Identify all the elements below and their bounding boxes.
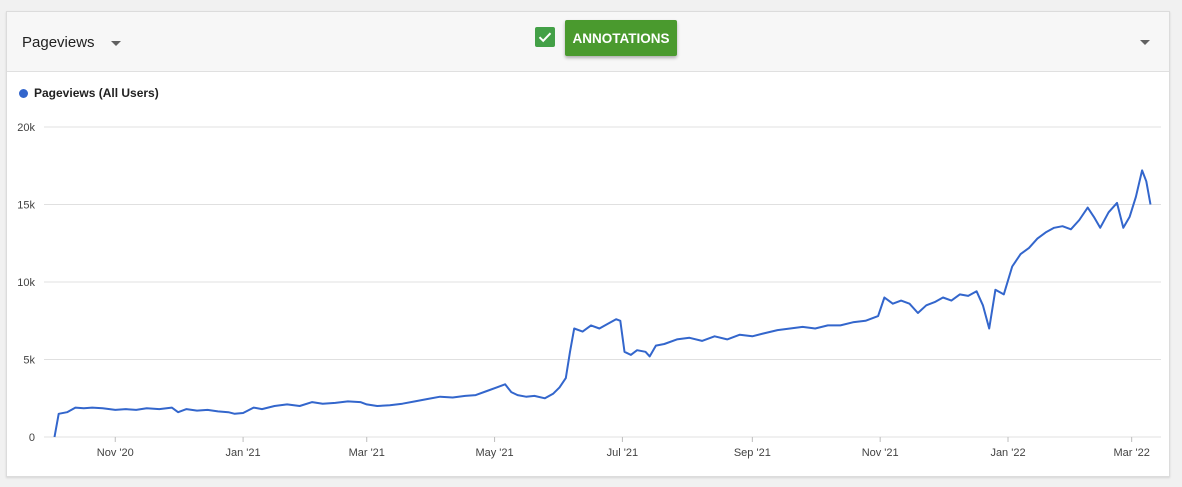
chart-options-chevron-icon[interactable] <box>1140 40 1150 45</box>
metric-selector[interactable]: Pageviews <box>22 31 121 53</box>
chart-toolbar: Pageviews ANNOTATIONS <box>7 12 1169 72</box>
x-tick-label: Sep '21 <box>734 447 771 459</box>
chevron-down-icon <box>110 40 121 46</box>
chart-card: Pageviews ANNOTATIONS Pageviews (All Use… <box>6 11 1170 477</box>
checkmark-icon <box>538 32 552 43</box>
y-tick-label: 15k <box>17 200 35 212</box>
x-tick-label: Mar '21 <box>349 447 385 459</box>
x-tick-label: Nov '21 <box>862 447 899 459</box>
annotations-button[interactable]: ANNOTATIONS <box>565 20 677 56</box>
x-tick-label: May '21 <box>475 447 513 459</box>
metric-label: Pageviews <box>22 33 95 51</box>
y-tick-label: 20k <box>17 122 35 134</box>
y-axis-ticks: 0 5k 10k 15k 20k <box>17 122 35 444</box>
x-tick-label: Nov '20 <box>97 447 134 459</box>
legend-label: Pageviews (All Users) <box>34 86 159 100</box>
grid-lines <box>44 126 1161 438</box>
x-axis-ticks: Nov '20 Jan '21 Mar '21 May '21 Jul '21 Sep '… <box>97 437 1150 459</box>
x-tick-label: Mar '22 <box>1113 447 1149 459</box>
chart-legend: Pageviews (All Users) <box>19 86 159 100</box>
x-tick-label: Jan '21 <box>226 447 261 459</box>
annotations-checkbox[interactable] <box>535 27 555 47</box>
y-tick-label: 0 <box>29 432 35 444</box>
y-tick-label: 10k <box>17 277 35 289</box>
series-line <box>53 169 1152 438</box>
legend-dot-icon <box>19 88 28 98</box>
x-tick-label: Jan '22 <box>990 447 1025 459</box>
series-layer <box>53 169 1152 438</box>
y-tick-label: 5k <box>23 355 35 367</box>
line-chart: 0 5k 10k 15k 20k Nov '20 Jan '21 Mar '21 May '2… <box>17 122 1161 459</box>
x-tick-label: Jul '21 <box>607 447 638 459</box>
